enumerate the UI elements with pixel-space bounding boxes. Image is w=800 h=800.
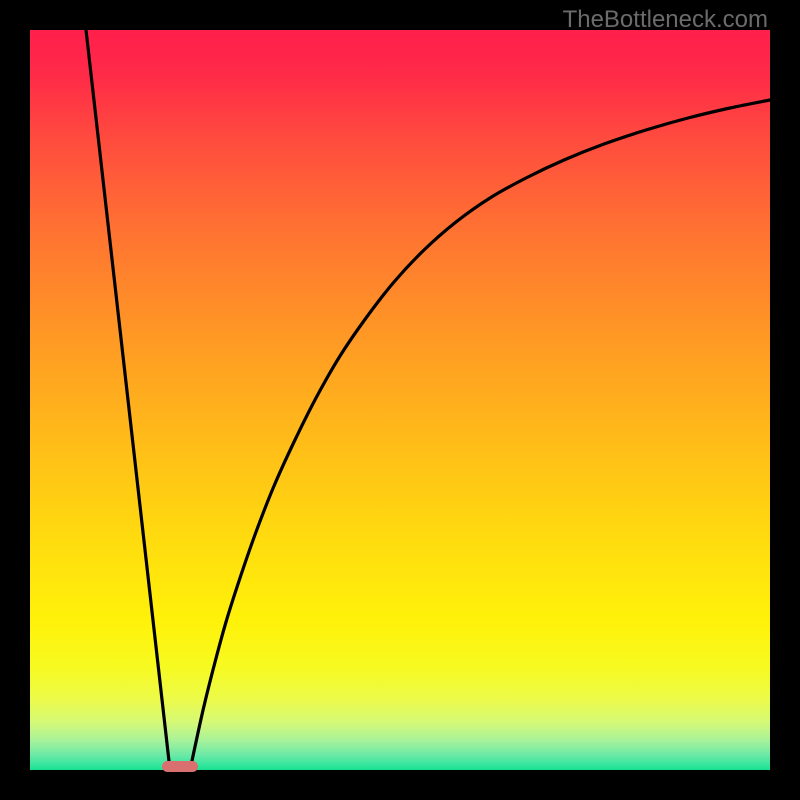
watermark-text: TheBottleneck.com [563, 6, 768, 34]
bottleneck-curve [30, 30, 770, 770]
plot-area [30, 30, 770, 770]
optimal-point-marker [162, 761, 198, 772]
chart-container: TheBottleneck.com [0, 0, 800, 800]
